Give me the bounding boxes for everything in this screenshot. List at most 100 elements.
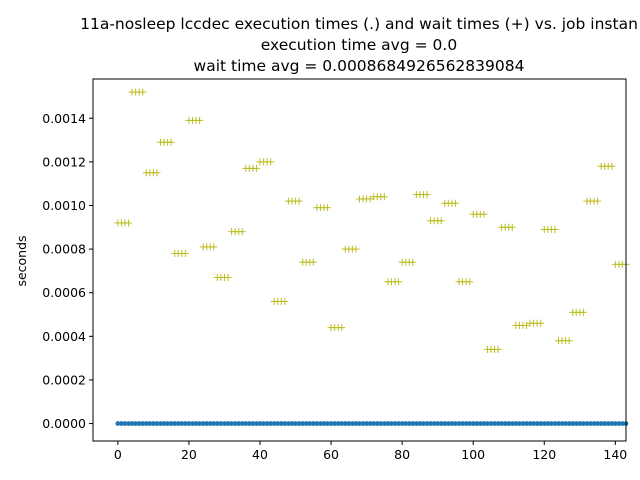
x-tick-label: 120 [532, 447, 556, 462]
x-axis-ticks: 0 20 40 60 80 100 120 140 [114, 441, 627, 462]
execution-time-point [588, 421, 593, 426]
execution-time-point [257, 421, 263, 426]
wait-time-point [196, 116, 204, 124]
execution-time-point [243, 421, 249, 426]
execution-time-point [186, 421, 192, 426]
execution-time-point [609, 421, 615, 426]
execution-time-point [342, 421, 348, 426]
wait-time-point [423, 191, 431, 199]
y-tick-label: 0.0010 [42, 198, 86, 213]
execution-time-point [612, 421, 618, 426]
wait-time-point [238, 228, 246, 236]
execution-time-point [172, 421, 178, 426]
execution-time-point [531, 421, 537, 426]
execution-time-point [541, 421, 547, 426]
execution-time-point [360, 421, 366, 426]
execution-time-point [367, 421, 373, 426]
execution-time-point [396, 421, 401, 426]
execution-time-point [474, 421, 480, 426]
execution-time-point [349, 421, 355, 426]
execution-time-point [335, 421, 341, 426]
execution-time-point [577, 421, 583, 426]
execution-time-point [481, 421, 487, 426]
execution-time-point [264, 421, 270, 426]
execution-time-point [250, 421, 256, 426]
execution-time-point [499, 421, 505, 426]
wait-time-point [252, 164, 260, 172]
y-tick-label: 0.0008 [42, 242, 86, 257]
wait-time-point [267, 158, 275, 166]
wait-time-point [366, 195, 374, 203]
execution-time-point [467, 421, 473, 426]
execution-time-point [517, 421, 522, 426]
execution-times-series [115, 421, 629, 426]
execution-time-point [534, 421, 540, 426]
wait-time-point [451, 199, 459, 207]
execution-time-point [580, 421, 586, 426]
execution-time-point [463, 421, 469, 426]
execution-time-point [431, 421, 437, 426]
execution-time-point [300, 421, 306, 426]
execution-time-point [573, 421, 579, 426]
execution-time-point [442, 421, 448, 426]
x-tick-label: 60 [323, 447, 339, 462]
wait-time-point [508, 223, 516, 231]
execution-time-point [193, 421, 199, 426]
execution-time-point [236, 421, 242, 426]
execution-time-point [246, 421, 252, 426]
execution-time-point [485, 421, 490, 426]
execution-time-point [239, 421, 245, 426]
execution-time-point [175, 421, 181, 426]
wait-time-point [324, 204, 332, 212]
execution-time-point [303, 421, 309, 426]
y-tick-label: 0.0002 [42, 372, 86, 387]
execution-time-point [232, 421, 238, 426]
execution-time-point [207, 421, 213, 426]
wait-time-point [352, 245, 360, 253]
execution-time-point [559, 421, 565, 426]
wait-time-point [295, 197, 303, 205]
execution-time-point [413, 421, 419, 426]
wait-time-point [224, 273, 232, 281]
execution-time-point [168, 421, 174, 426]
execution-time-point [548, 421, 554, 426]
execution-time-point [261, 421, 266, 426]
execution-time-point [538, 421, 544, 426]
execution-time-point [428, 421, 433, 426]
execution-time-point [527, 421, 533, 426]
wait-time-point [551, 225, 559, 233]
execution-time-point [371, 421, 377, 426]
execution-time-point [214, 421, 220, 426]
y-tick-label: 0.0006 [42, 285, 86, 300]
execution-time-point [495, 421, 501, 426]
execution-time-point [509, 421, 515, 426]
execution-time-point [293, 421, 298, 426]
axes-frame [92, 78, 627, 442]
execution-time-point [598, 421, 604, 426]
execution-time-point [179, 421, 185, 426]
execution-time-point [389, 421, 394, 426]
execution-time-point [449, 421, 455, 426]
execution-time-point [332, 421, 338, 426]
wait-time-point [494, 345, 502, 353]
execution-time-point [470, 421, 476, 426]
execution-time-point [566, 421, 572, 426]
execution-time-point [129, 421, 135, 426]
execution-time-point [410, 421, 416, 426]
execution-time-point [364, 421, 370, 426]
execution-time-point [165, 421, 171, 426]
execution-time-point [421, 421, 426, 426]
execution-time-point [115, 421, 121, 426]
wait-time-point [565, 337, 573, 345]
wait-time-point [309, 258, 317, 266]
execution-time-point [456, 421, 462, 426]
execution-time-point [417, 421, 423, 426]
execution-time-point [520, 421, 526, 426]
execution-time-point [438, 421, 444, 426]
title-line-2: execution time avg = 0.0 [261, 36, 457, 54]
x-tick-label: 80 [394, 447, 410, 462]
wait-time-point [380, 193, 388, 201]
execution-time-point [492, 421, 497, 426]
execution-time-point [584, 421, 590, 426]
